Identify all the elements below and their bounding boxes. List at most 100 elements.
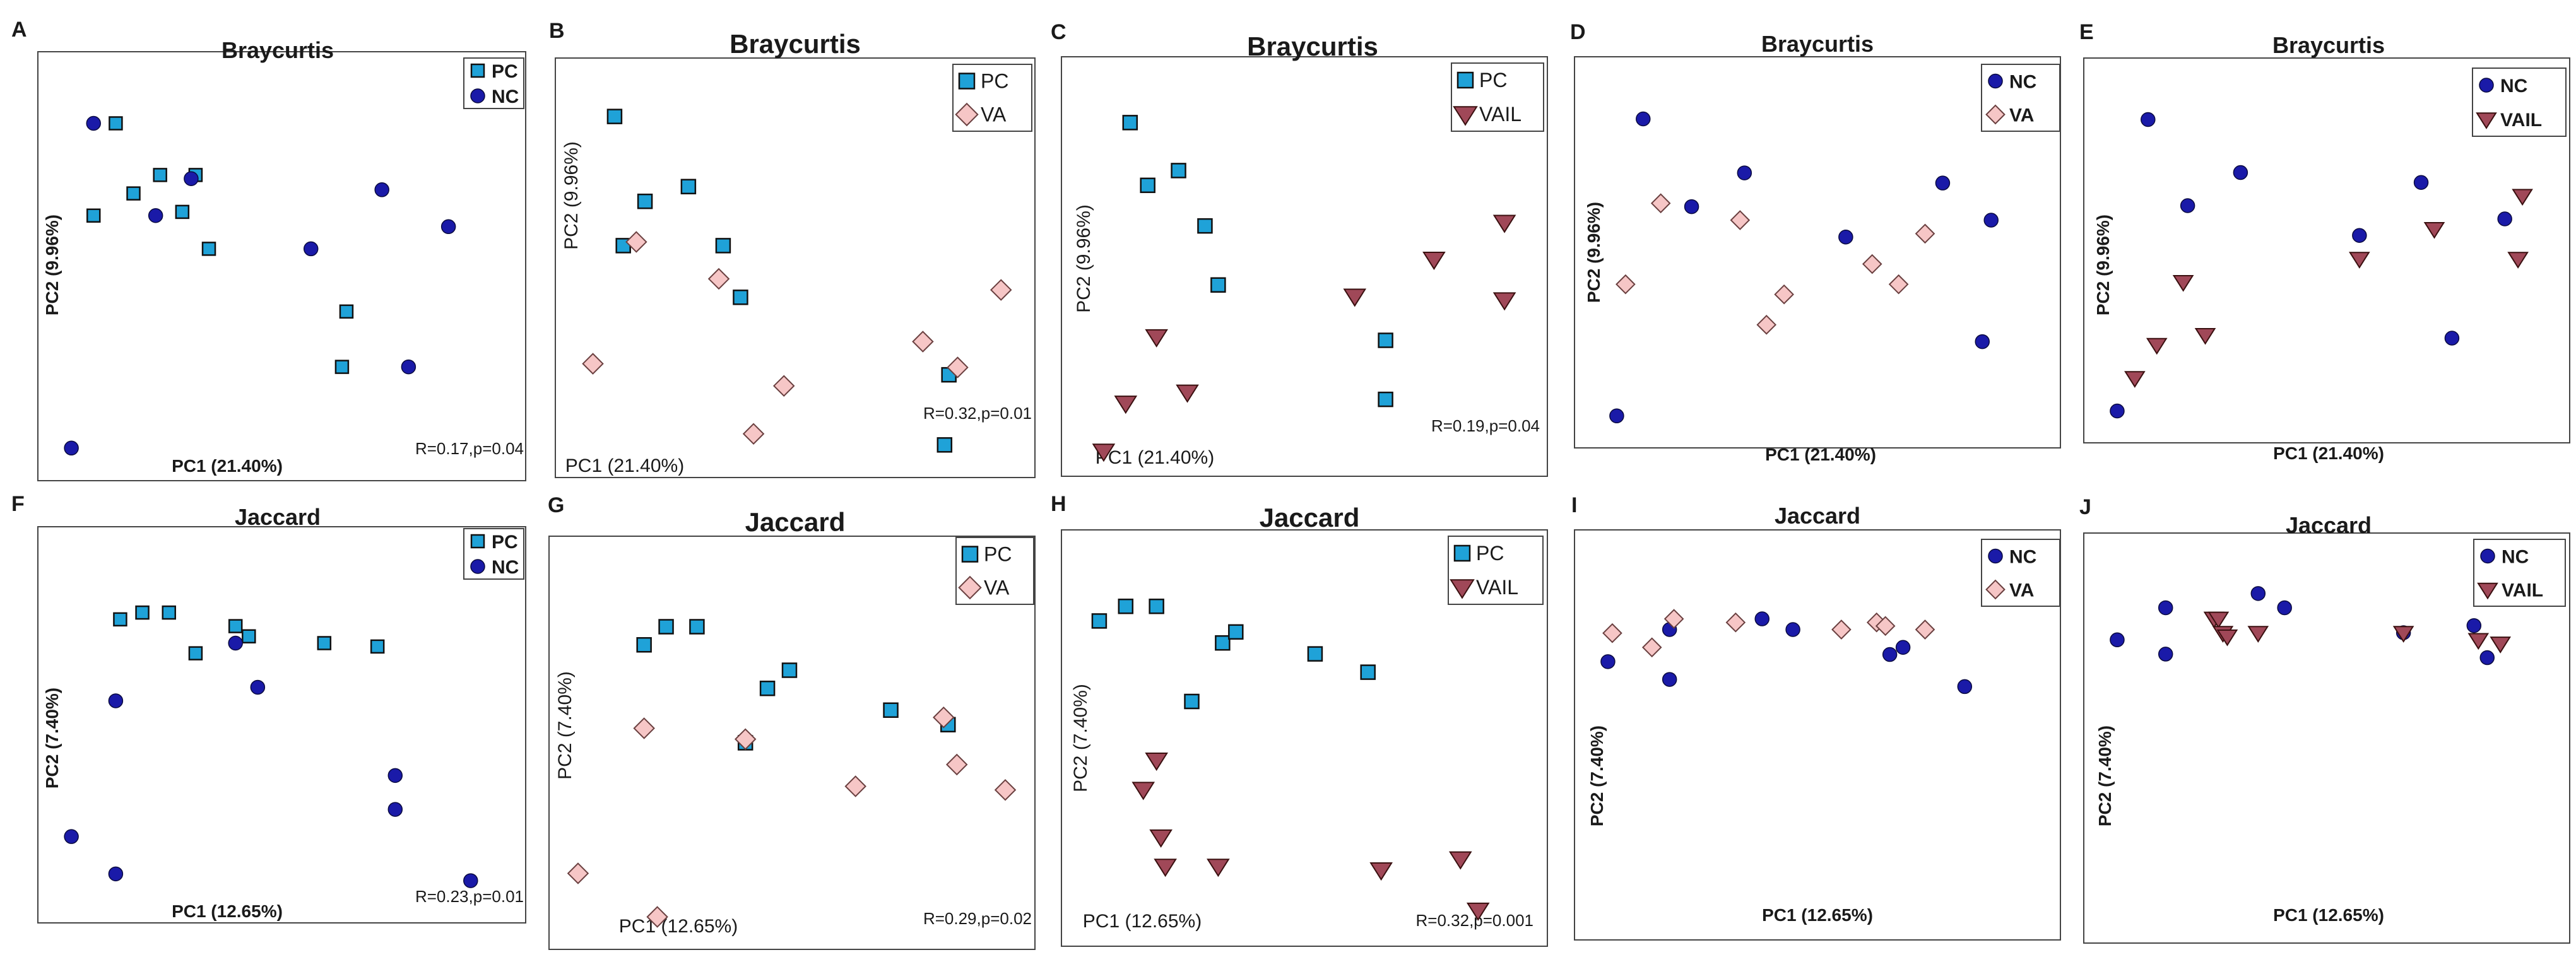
legend-marker-pc: [1456, 71, 1474, 89]
legend: NC VAIL: [2473, 539, 2566, 607]
point-pc: [1215, 635, 1231, 651]
y-axis-label: PC2 (7.40%): [555, 671, 576, 780]
point-pc: [1122, 115, 1138, 131]
point-va: [707, 267, 730, 290]
x-axis-label: PC1 (21.40%): [1765, 445, 1876, 464]
point-nc: [1636, 111, 1651, 127]
legend-marker-va: [1985, 104, 2006, 125]
legend: NC VA: [1981, 64, 2060, 132]
point-vail: [2349, 252, 2370, 269]
point-va: [734, 728, 757, 751]
point-nc: [1983, 213, 1999, 228]
point-pc: [1228, 624, 1244, 640]
legend-marker-nc: [470, 88, 485, 103]
point-va: [582, 353, 604, 375]
point-vail: [1154, 859, 1177, 877]
stat-annotation: R=0.32,p=0.01: [923, 404, 1032, 423]
plot-frame: [1061, 56, 1548, 477]
panel-letter: A: [11, 18, 27, 42]
point-nc: [184, 171, 199, 186]
legend-label-pc: PC: [984, 543, 1012, 566]
point-va: [1602, 623, 1622, 643]
point-pc: [680, 179, 697, 195]
point-pc: [1171, 163, 1186, 179]
point-va: [772, 375, 795, 397]
legend-marker-vail: [2476, 112, 2497, 129]
y-axis-label: PC2 (9.96%): [1584, 202, 1604, 303]
point-pc: [175, 204, 190, 220]
legend-marker-va: [1985, 579, 2006, 600]
y-axis-label: PC2 (9.96%): [42, 214, 62, 315]
point-pc: [201, 242, 216, 256]
point-vail: [2124, 371, 2146, 388]
legend-marker-pc: [470, 534, 485, 549]
panel-letter: E: [2079, 20, 2094, 44]
stat-annotation: R=0.17,p=0.04: [415, 439, 524, 458]
legend: NC VAIL: [2472, 67, 2567, 137]
point-nc: [2413, 175, 2429, 190]
point-va: [742, 423, 765, 445]
point-nc: [2497, 211, 2512, 226]
chart-title: Braycurtis: [730, 29, 861, 59]
point-nc: [387, 768, 403, 783]
legend-marker-vail: [1453, 106, 1478, 126]
point-va: [1730, 210, 1751, 230]
legend: PC VA: [955, 537, 1034, 605]
stat-annotation: R=0.23,p=0.01: [415, 887, 524, 906]
point-pc: [637, 193, 653, 209]
chart-title: Jaccard: [1775, 503, 1860, 529]
legend: PC NC: [463, 57, 524, 109]
point-nc: [374, 182, 389, 197]
panel-letter: I: [1571, 493, 1577, 517]
point-pc: [1140, 177, 1155, 194]
point-nc: [108, 866, 124, 882]
panel-J: J Jaccard PC2 (7.40%) PC1 (12.65%) NC VAIL: [2079, 495, 2570, 944]
chart-title: Jaccard: [745, 507, 846, 537]
point-vail: [1207, 859, 1230, 877]
legend-label-vail: VAIL: [2500, 110, 2542, 131]
point-pc: [1091, 613, 1108, 629]
panel-D: D Braycurtis PC2 (9.96%) PC1 (21.40%) NC VA: [1570, 20, 2061, 464]
legend-marker-pc: [961, 546, 979, 563]
stat-annotation: R=0.29,p=0.02: [923, 909, 1032, 928]
point-va: [646, 906, 668, 928]
point-vail: [2194, 327, 2216, 345]
panel-letter: G: [548, 493, 564, 517]
point-nc: [228, 635, 243, 651]
point-va: [947, 356, 969, 378]
point-pc: [733, 290, 748, 305]
point-vail: [1092, 443, 1116, 462]
point-vail: [2507, 252, 2529, 269]
x-axis-label: PC1 (12.65%): [619, 916, 738, 937]
legend-label-nc: NC: [2009, 547, 2036, 568]
legend: PC VAIL: [1451, 62, 1544, 132]
point-nc: [1754, 611, 1770, 626]
y-axis-label: PC2 (7.40%): [1587, 725, 1607, 826]
point-vail: [2512, 189, 2533, 206]
point-va: [633, 717, 655, 739]
point-pc: [606, 109, 623, 124]
point-pc: [658, 619, 674, 635]
point-nc: [1785, 622, 1800, 637]
panel-F: F Jaccard PC2 (7.40%) PC1 (12.65%) R=0.23,p=…: [11, 492, 526, 924]
legend-label-va: VA: [981, 103, 1007, 126]
point-nc: [440, 219, 456, 235]
point-vail: [1448, 851, 1472, 870]
panel-letter: D: [1570, 20, 1586, 44]
point-pc: [153, 168, 167, 182]
point-pc: [1360, 664, 1376, 680]
point-va: [1875, 616, 1896, 636]
point-nc: [2466, 618, 2482, 633]
point-vail: [1114, 396, 1138, 414]
y-axis-label: PC2 (7.40%): [1070, 684, 1091, 792]
point-pc: [135, 605, 150, 620]
legend-label-pc: PC: [1479, 69, 1507, 91]
legend-marker-pc: [958, 73, 976, 90]
point-va: [1774, 284, 1794, 305]
point-pc: [936, 437, 953, 453]
point-vail: [1422, 252, 1446, 271]
x-axis-label: PC1 (21.40%): [172, 456, 283, 476]
point-pc: [1210, 277, 1226, 293]
point-vail: [1131, 782, 1155, 801]
point-va: [933, 706, 955, 729]
